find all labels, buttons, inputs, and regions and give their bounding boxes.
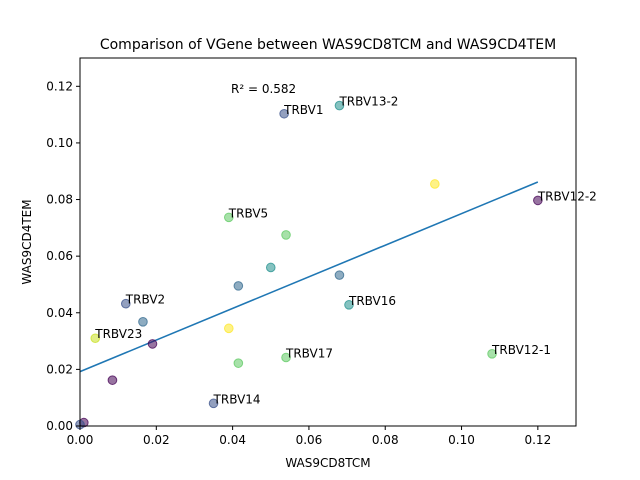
y-axis-label: WAS9CD4TEM [20,199,34,284]
data-point [487,349,497,359]
x-tick-label: 0.06 [296,433,323,447]
y-tick-label: 0.08 [46,193,73,207]
data-point [281,352,291,363]
chart-title: Comparison of VGene between WAS9CD8TCM a… [100,37,556,53]
x-tick-label: 0.04 [219,433,246,447]
data-point [334,270,345,280]
data-point [107,375,118,385]
data-point [138,317,148,327]
data-point [147,339,158,349]
point-label: TRBV13-2 [338,95,398,109]
data-point [334,100,345,111]
point-label: TRBV17 [285,346,333,360]
y-tick-label: 0.12 [46,79,73,93]
point-labels-layer: TRBV1 TRBV13-2 TRBV12-2 TRBV5 TRBV16 TRBV2 TRB… [94,95,597,407]
data-point [279,108,289,119]
data-point [90,333,101,344]
x-tick-label: 0.10 [448,433,475,447]
points-layer [75,100,543,430]
point-label: TRBV12-1 [491,343,551,357]
y-tick-label: 0.10 [46,136,73,150]
y-tick-label: 0.06 [46,249,73,263]
y-tick-label: 0.00 [46,419,73,433]
data-point [281,230,291,240]
data-point [224,212,234,223]
point-label: TRBV2 [125,293,165,307]
point-label: TRBV16 [348,294,396,308]
y-tick-label: 0.02 [46,362,73,376]
data-point [208,398,219,409]
y-ticks: 0.00 0.02 0.04 0.06 0.08 0.10 0.12 [46,79,80,433]
regression-line [79,181,539,373]
data-point [344,300,354,310]
data-point [224,323,234,334]
x-axis-label: WAS9CD8TCM [285,456,370,470]
y-tick-label: 0.04 [46,306,73,320]
data-point [265,262,276,273]
point-label: TRBV23 [94,327,142,341]
point-label: TRBV5 [228,206,268,220]
r-squared-annotation: R² = 0.582 [231,82,296,96]
plot-frame [79,57,577,427]
data-point [430,179,440,189]
point-label: TRBV12-2 [537,189,597,203]
fit-line-layer [79,181,539,373]
data-point [533,195,543,206]
point-label: TRBV14 [213,392,261,406]
data-point [120,298,131,309]
plot-area [80,58,576,426]
x-ticks: 0.00 0.02 0.04 0.06 0.08 0.10 0.12 [67,426,551,447]
x-tick-label: 0.12 [524,433,551,447]
x-tick-label: 0.08 [372,433,399,447]
data-point [233,358,244,368]
point-label: TRBV1 [283,103,323,117]
x-tick-label: 0.02 [143,433,170,447]
data-point [233,281,244,291]
x-tick-label: 0.00 [67,433,94,447]
